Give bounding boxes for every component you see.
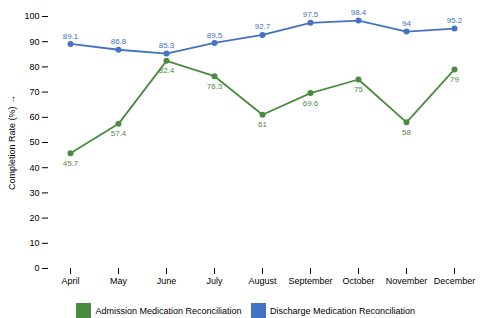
svg-text:0: 0 [34,263,39,273]
svg-text:61: 61 [258,120,267,129]
svg-text:100: 100 [24,11,39,21]
svg-text:57.4: 57.4 [111,129,127,138]
svg-text:92.7: 92.7 [255,22,271,31]
svg-text:82.4: 82.4 [159,66,175,75]
svg-text:94: 94 [402,19,411,28]
svg-text:30: 30 [29,188,39,198]
svg-text:May: May [110,276,128,286]
svg-text:97.5: 97.5 [303,10,319,19]
svg-text:50: 50 [29,137,39,147]
svg-text:September: September [288,276,332,286]
svg-text:10: 10 [29,238,39,248]
svg-text:20: 20 [29,213,39,223]
svg-text:90: 90 [29,37,39,47]
svg-text:April: April [61,276,79,286]
svg-text:89.1: 89.1 [63,32,79,41]
svg-text:60: 60 [29,112,39,122]
svg-text:75: 75 [354,85,363,94]
svg-text:89.5: 89.5 [207,31,223,40]
svg-text:85.3: 85.3 [159,41,175,50]
svg-text:December: December [434,276,476,286]
svg-text:November: November [386,276,428,286]
svg-text:58: 58 [402,128,411,137]
svg-text:August: August [248,276,277,286]
html-text:Admission Medication Reconcili: Admission Medication Reconciliation [95,305,242,316]
svg-text:80: 80 [29,62,39,72]
svg-text:69.6: 69.6 [303,99,319,108]
html-text:Discharge Medication Reconcili: Discharge Medication Reconciliation [270,305,416,316]
svg-text:76.3: 76.3 [207,82,223,91]
svg-text:45.7: 45.7 [63,159,79,168]
svg-text:July: July [206,276,223,286]
svg-text:98.4: 98.4 [351,8,367,17]
svg-text:40: 40 [29,163,39,173]
svg-text:79: 79 [450,75,459,84]
svg-text:Completion Rate (%) →: Completion Rate (%) → [7,95,17,190]
svg-text:95.2: 95.2 [447,16,463,25]
svg-text:70: 70 [29,87,39,97]
svg-text:October: October [342,276,374,286]
svg-text:86.8: 86.8 [111,37,127,46]
svg-text:June: June [157,276,177,286]
